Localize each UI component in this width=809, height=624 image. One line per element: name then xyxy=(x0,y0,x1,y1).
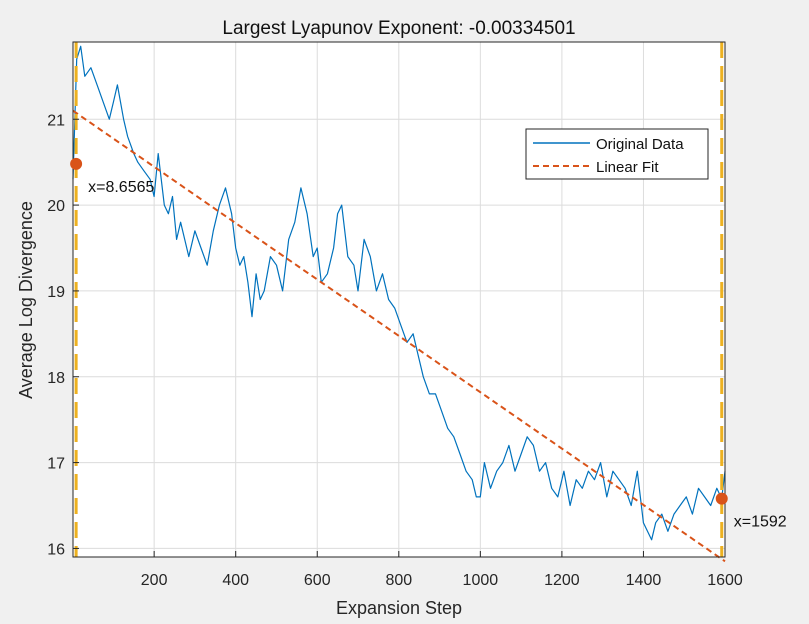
ticks: 200 400 600 800 1000 1200 1400 1600 16 17 18 19 20 21 xyxy=(47,112,743,589)
legend-label-original-data: Original Data xyxy=(596,136,684,153)
legend[interactable]: Original Data Linear Fit xyxy=(525,128,709,180)
x-tick-label: 400 xyxy=(222,572,249,589)
y-tick-label: 20 xyxy=(47,198,65,215)
data-tip-label: x=8.6565 xyxy=(88,179,154,196)
data-tip-marker[interactable] xyxy=(70,157,83,170)
y-tick-label: 19 xyxy=(47,284,65,301)
series-line-linear-fit xyxy=(72,109,726,563)
y-tick-label: 17 xyxy=(47,456,65,473)
x-axis-label: Expansion Step xyxy=(336,598,462,618)
y-tick-label: 18 xyxy=(47,370,65,387)
x-tick-label: 200 xyxy=(141,572,168,589)
x-tick-label: 600 xyxy=(304,572,331,589)
legend-box xyxy=(525,128,709,180)
x-tick-label: 1600 xyxy=(707,572,743,589)
cursor-layer[interactable] xyxy=(74,42,724,557)
data-tips[interactable]: x=8.6565 x=1592 xyxy=(70,157,787,531)
series-line-original-data xyxy=(72,45,726,541)
legend-label-linear-fit: Linear Fit xyxy=(596,159,659,176)
x-tick-label: 1400 xyxy=(626,572,662,589)
y-axis-label: Average Log Divergence xyxy=(16,201,36,399)
x-tick-label: 800 xyxy=(385,572,412,589)
x-tick-label: 1200 xyxy=(544,572,580,589)
series-layer xyxy=(72,45,726,563)
chart-title: Largest Lyapunov Exponent: -0.00334501 xyxy=(222,18,575,39)
data-tip-label: x=1592 xyxy=(734,514,787,531)
y-tick-label: 21 xyxy=(47,112,65,129)
data-tip-marker[interactable] xyxy=(715,492,728,505)
x-tick-label: 1000 xyxy=(463,572,499,589)
y-tick-label: 16 xyxy=(47,541,65,558)
